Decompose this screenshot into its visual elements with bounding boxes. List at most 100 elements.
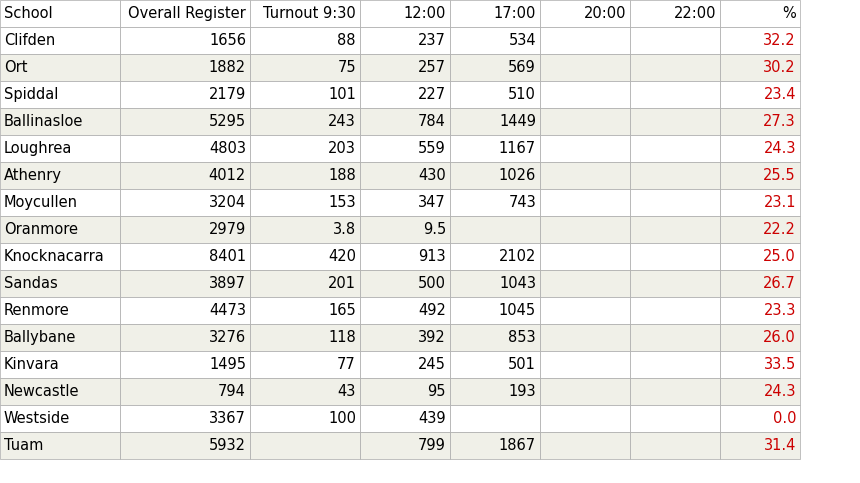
Bar	[360, 351, 450, 378]
Bar	[0, 405, 120, 432]
Bar	[720, 324, 800, 351]
Text: Knocknacarra: Knocknacarra	[4, 249, 105, 264]
Bar	[630, 351, 720, 378]
Text: 392: 392	[418, 330, 446, 345]
Bar	[360, 27, 450, 54]
Text: 3897: 3897	[209, 276, 246, 291]
Text: 1495: 1495	[209, 357, 246, 372]
Bar	[720, 189, 800, 216]
Bar	[0, 432, 120, 459]
Text: 153: 153	[329, 195, 356, 210]
Text: 9.5: 9.5	[423, 222, 446, 237]
Text: 534: 534	[508, 33, 536, 48]
Text: 559: 559	[418, 141, 446, 156]
Bar	[250, 108, 360, 135]
Text: 75: 75	[337, 60, 356, 75]
Bar	[0, 216, 120, 243]
Text: 5932: 5932	[209, 438, 246, 453]
Text: Sandas: Sandas	[4, 276, 58, 291]
Bar	[360, 324, 450, 351]
Text: Ballybane: Ballybane	[4, 330, 77, 345]
Bar	[250, 54, 360, 81]
Text: 1026: 1026	[499, 168, 536, 183]
Text: 1867: 1867	[499, 438, 536, 453]
Bar	[0, 81, 120, 108]
Bar	[540, 378, 630, 405]
Text: 165: 165	[329, 303, 356, 318]
Text: 500: 500	[418, 276, 446, 291]
Text: 23.4: 23.4	[764, 87, 796, 102]
Bar	[360, 189, 450, 216]
Bar	[250, 135, 360, 162]
Text: 3.8: 3.8	[333, 222, 356, 237]
Text: 439: 439	[418, 411, 446, 426]
Text: 33.5: 33.5	[764, 357, 796, 372]
Text: 799: 799	[418, 438, 446, 453]
Text: 1045: 1045	[499, 303, 536, 318]
Bar	[0, 243, 120, 270]
Bar	[540, 108, 630, 135]
Bar	[540, 351, 630, 378]
Bar	[720, 216, 800, 243]
Bar	[720, 351, 800, 378]
Bar	[450, 297, 540, 324]
Bar	[360, 54, 450, 81]
Bar	[0, 351, 120, 378]
Bar	[250, 378, 360, 405]
Text: 2179: 2179	[209, 87, 246, 102]
Text: 30.2: 30.2	[764, 60, 796, 75]
Text: 24.3: 24.3	[764, 384, 796, 399]
Bar	[540, 324, 630, 351]
Text: 3367: 3367	[209, 411, 246, 426]
Text: 492: 492	[418, 303, 446, 318]
Bar	[450, 135, 540, 162]
Text: Renmore: Renmore	[4, 303, 70, 318]
Text: Moycullen: Moycullen	[4, 195, 78, 210]
Text: 257: 257	[418, 60, 446, 75]
Text: 569: 569	[508, 60, 536, 75]
Bar	[450, 324, 540, 351]
Text: Newcastle: Newcastle	[4, 384, 79, 399]
Bar	[720, 0, 800, 27]
Text: 203: 203	[329, 141, 356, 156]
Text: 95: 95	[427, 384, 446, 399]
Text: 853: 853	[508, 330, 536, 345]
Text: Turnout 9:30: Turnout 9:30	[263, 6, 356, 21]
Text: 510: 510	[508, 87, 536, 102]
Bar	[630, 135, 720, 162]
Bar	[120, 54, 250, 81]
Text: 12:00: 12:00	[403, 6, 446, 21]
Text: 22:00: 22:00	[673, 6, 716, 21]
Text: 31.4: 31.4	[764, 438, 796, 453]
Bar	[360, 405, 450, 432]
Bar	[630, 108, 720, 135]
Bar	[630, 162, 720, 189]
Bar	[630, 189, 720, 216]
Bar	[450, 108, 540, 135]
Bar	[360, 270, 450, 297]
Text: Oranmore: Oranmore	[4, 222, 78, 237]
Bar	[720, 135, 800, 162]
Bar	[0, 324, 120, 351]
Bar	[360, 216, 450, 243]
Text: 24.3: 24.3	[764, 141, 796, 156]
Bar	[540, 189, 630, 216]
Text: Ballinasloe: Ballinasloe	[4, 114, 83, 129]
Bar	[540, 216, 630, 243]
Text: 501: 501	[508, 357, 536, 372]
Text: 784: 784	[418, 114, 446, 129]
Text: 201: 201	[328, 276, 356, 291]
Bar	[120, 351, 250, 378]
Text: 5295: 5295	[209, 114, 246, 129]
Bar	[250, 297, 360, 324]
Text: 2102: 2102	[499, 249, 536, 264]
Bar	[720, 405, 800, 432]
Bar	[540, 270, 630, 297]
Bar	[540, 162, 630, 189]
Bar	[720, 432, 800, 459]
Bar	[630, 405, 720, 432]
Bar	[540, 297, 630, 324]
Bar	[360, 162, 450, 189]
Text: 43: 43	[338, 384, 356, 399]
Text: 17:00: 17:00	[494, 6, 536, 21]
